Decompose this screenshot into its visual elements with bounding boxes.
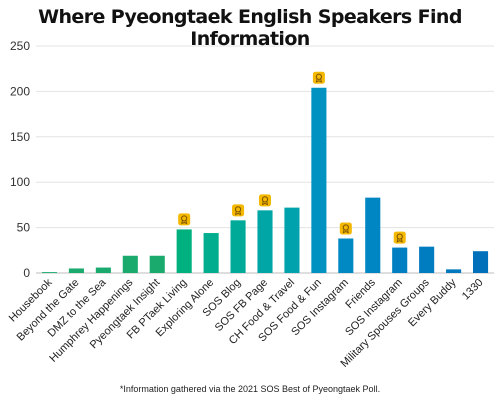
bars — [41, 87, 489, 273]
bar — [95, 267, 111, 273]
y-tick-label: 150 — [10, 130, 30, 144]
y-tick-label: 250 — [10, 39, 30, 53]
bar — [257, 210, 273, 273]
bar — [203, 233, 219, 273]
award-ribbon-icon — [178, 213, 191, 226]
bar — [338, 238, 354, 273]
bar — [446, 269, 462, 273]
bar — [230, 220, 246, 273]
footnote: *Information gathered via the 2021 SOS B… — [119, 384, 381, 394]
award-ribbon-icon — [259, 194, 271, 207]
y-tick-label: 200 — [10, 84, 30, 98]
award-ribbon-icon — [312, 71, 325, 84]
chart-title: Where Pyeongtaek English Speakers Find I… — [38, 6, 462, 50]
award-badges — [178, 71, 406, 244]
bar — [419, 246, 435, 273]
bar — [149, 255, 165, 273]
y-axis-ticks: 0 50 100 150 200 250 — [10, 39, 30, 280]
award-ribbon-icon — [339, 222, 352, 235]
bar — [176, 229, 192, 273]
bar — [365, 197, 381, 273]
bar — [68, 268, 84, 273]
x-tick-label: 1330 — [460, 277, 486, 303]
bar — [311, 87, 327, 273]
bar — [392, 247, 408, 273]
award-ribbon-icon — [393, 231, 406, 244]
bar — [284, 207, 300, 273]
bar — [41, 272, 58, 273]
y-tick-label: 100 — [10, 175, 30, 189]
bar — [122, 255, 138, 273]
award-ribbon-icon — [232, 204, 245, 217]
y-tick-label: 50 — [17, 221, 31, 235]
bar — [472, 251, 489, 273]
y-tick-label: 0 — [23, 266, 30, 280]
